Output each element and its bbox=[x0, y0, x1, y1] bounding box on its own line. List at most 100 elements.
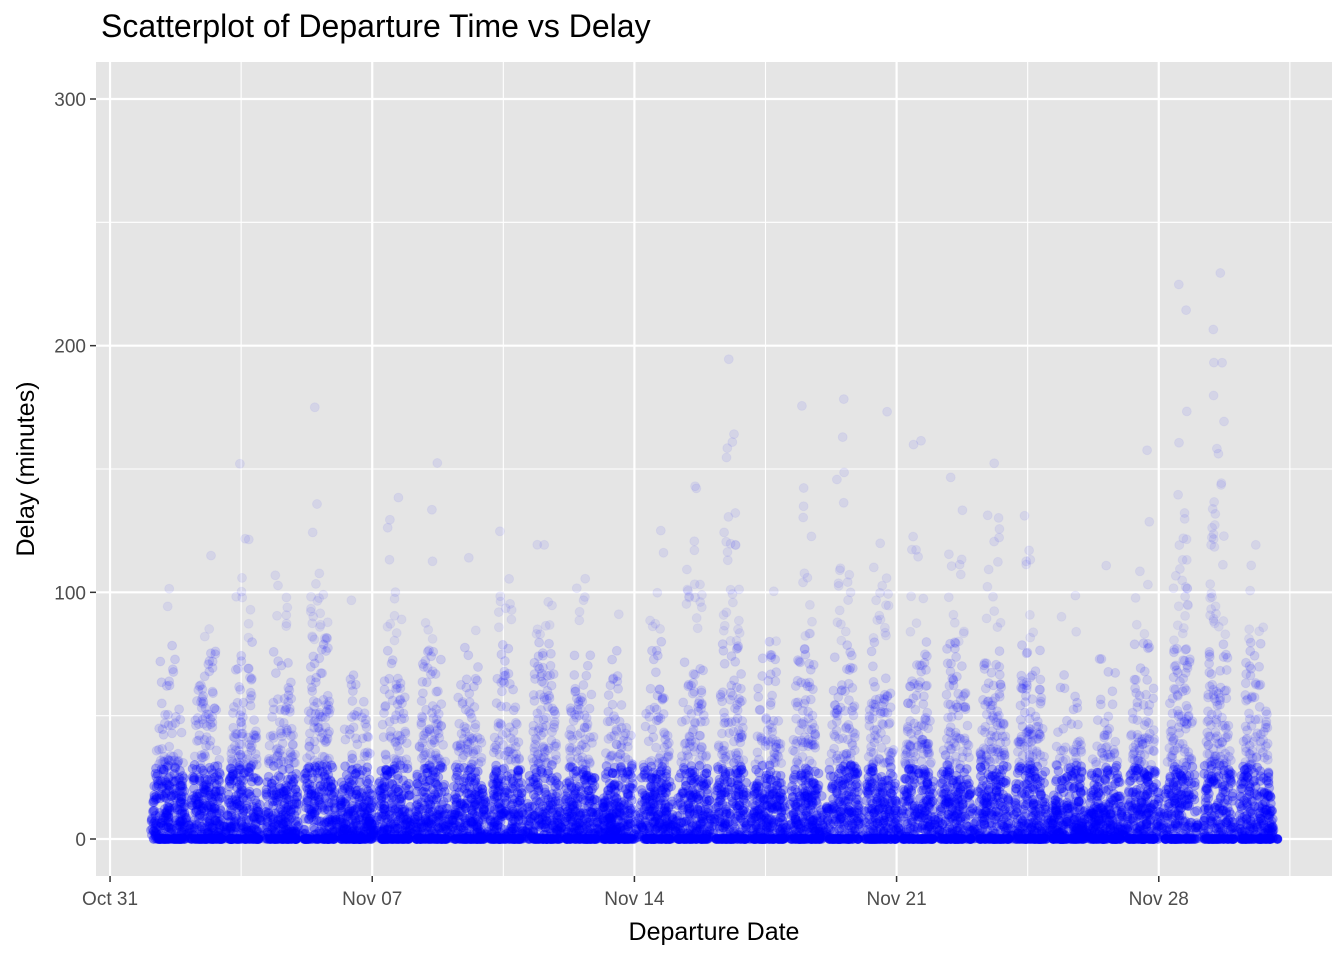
data-point bbox=[363, 732, 374, 743]
data-point bbox=[504, 722, 515, 733]
data-point bbox=[176, 780, 187, 791]
data-point bbox=[664, 776, 675, 787]
data-point bbox=[288, 776, 299, 787]
data-point bbox=[386, 798, 397, 809]
data-point bbox=[179, 824, 190, 835]
data-point bbox=[180, 817, 191, 828]
data-point bbox=[547, 726, 558, 737]
data-point bbox=[174, 818, 185, 828]
data-point bbox=[169, 755, 180, 766]
data-point bbox=[158, 756, 168, 767]
data-point bbox=[187, 823, 198, 834]
data-point bbox=[532, 708, 543, 719]
data-point bbox=[512, 765, 523, 776]
data-point bbox=[234, 804, 245, 815]
data-point bbox=[156, 817, 167, 828]
data-point bbox=[486, 795, 497, 806]
data-point bbox=[160, 775, 170, 786]
data-point bbox=[345, 674, 356, 685]
data-point bbox=[246, 740, 257, 751]
data-point bbox=[725, 635, 736, 646]
data-point bbox=[158, 820, 169, 831]
data-point bbox=[419, 733, 430, 744]
data-point bbox=[396, 614, 407, 625]
data-point bbox=[611, 645, 622, 656]
data-point bbox=[486, 828, 497, 839]
data-point bbox=[146, 816, 157, 827]
data-point bbox=[189, 772, 200, 783]
data-point bbox=[471, 832, 482, 843]
data-point bbox=[722, 555, 733, 566]
data-point bbox=[533, 783, 544, 793]
data-point bbox=[282, 602, 293, 613]
data-point bbox=[695, 663, 706, 674]
data-point bbox=[158, 781, 168, 792]
data-point bbox=[427, 633, 438, 644]
data-point bbox=[722, 787, 732, 798]
data-point bbox=[466, 734, 477, 744]
data-point bbox=[607, 699, 618, 710]
data-point bbox=[244, 786, 255, 797]
data-point bbox=[197, 684, 208, 695]
data-point bbox=[319, 819, 330, 830]
data-point bbox=[550, 750, 561, 761]
data-point bbox=[161, 793, 172, 804]
data-point bbox=[730, 703, 740, 714]
data-point bbox=[529, 657, 540, 668]
data-point bbox=[308, 651, 319, 662]
data-point bbox=[701, 778, 712, 789]
data-point bbox=[543, 701, 553, 712]
data-point bbox=[167, 720, 177, 731]
data-point bbox=[689, 545, 700, 556]
data-point bbox=[564, 808, 575, 819]
data-point bbox=[540, 620, 551, 631]
data-point bbox=[607, 654, 618, 665]
data-point bbox=[683, 679, 694, 690]
data-point bbox=[389, 593, 400, 604]
data-point bbox=[270, 668, 281, 679]
data-point bbox=[382, 645, 393, 656]
data-point bbox=[498, 675, 509, 686]
data-point bbox=[384, 689, 395, 700]
data-point bbox=[274, 717, 285, 728]
data-point bbox=[674, 772, 685, 783]
data-point bbox=[502, 746, 513, 757]
data-point bbox=[685, 732, 695, 742]
data-point bbox=[334, 829, 345, 840]
data-point bbox=[568, 827, 579, 838]
data-point bbox=[400, 726, 411, 737]
data-point bbox=[177, 806, 188, 817]
data-point bbox=[508, 776, 519, 787]
data-point bbox=[494, 735, 504, 746]
data-point bbox=[235, 824, 246, 835]
data-point bbox=[268, 730, 278, 741]
data-point bbox=[165, 819, 176, 830]
data-point bbox=[616, 700, 627, 710]
data-point bbox=[506, 614, 517, 625]
data-point bbox=[234, 757, 245, 768]
data-point bbox=[656, 636, 667, 647]
data-point bbox=[719, 707, 729, 718]
data-point bbox=[603, 690, 614, 701]
data-point bbox=[495, 718, 506, 729]
data-point bbox=[730, 656, 741, 667]
data-point bbox=[175, 714, 186, 725]
data-point bbox=[384, 554, 395, 565]
data-point bbox=[158, 764, 169, 775]
data-point bbox=[283, 682, 294, 693]
data-point bbox=[161, 788, 172, 798]
data-point bbox=[398, 708, 409, 719]
data-point bbox=[495, 596, 506, 607]
data-point bbox=[194, 730, 205, 741]
data-point bbox=[451, 772, 462, 783]
data-point bbox=[213, 792, 224, 802]
data-point bbox=[397, 755, 407, 766]
data-point bbox=[400, 820, 411, 831]
data-point bbox=[439, 786, 450, 797]
data-point bbox=[422, 763, 433, 774]
data-point bbox=[694, 755, 705, 766]
data-point bbox=[277, 814, 288, 825]
data-point bbox=[508, 705, 519, 716]
data-point bbox=[307, 631, 318, 642]
data-point bbox=[569, 650, 580, 661]
